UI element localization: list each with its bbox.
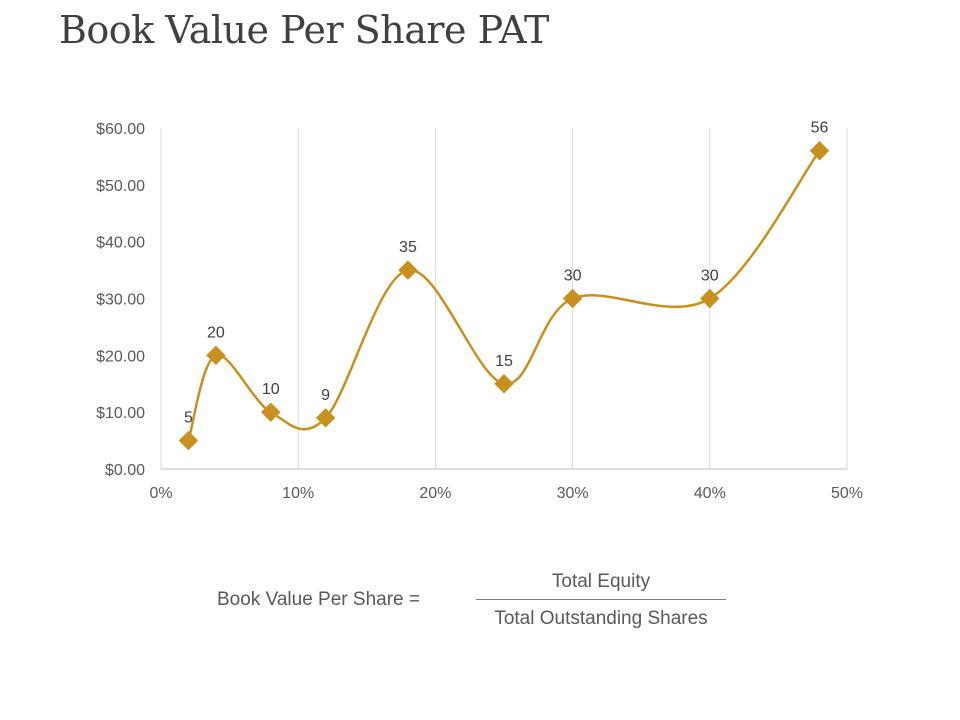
data-label: 5: [184, 410, 193, 427]
x-tick-label: 20%: [419, 485, 451, 502]
data-label: 35: [399, 239, 417, 256]
slide-title: Book Value Per Share PAT: [59, 8, 549, 52]
x-tick-label: 50%: [831, 485, 863, 502]
data-label: 20: [207, 324, 225, 341]
y-tick-label: $0.00: [105, 462, 145, 479]
formula-fraction-bar: [476, 599, 726, 600]
data-label: 9: [321, 387, 330, 404]
y-tick-label: $40.00: [96, 235, 145, 252]
data-label: 10: [262, 381, 280, 398]
data-label: 30: [564, 268, 582, 285]
x-tick-label: 0%: [149, 485, 172, 502]
data-point-marker: [562, 288, 583, 309]
data-point-marker: [206, 345, 226, 366]
data-point-marker: [315, 408, 336, 428]
x-tick-label: 40%: [694, 485, 726, 502]
data-point-marker: [261, 402, 281, 422]
data-label: 15: [495, 353, 513, 370]
data-label: 56: [811, 120, 829, 137]
data-point-marker: [494, 374, 514, 394]
x-tick-label: 10%: [282, 485, 314, 502]
series-line: [187, 149, 821, 441]
y-tick-label: $50.00: [96, 178, 145, 195]
data-point-marker: [398, 260, 418, 280]
data-point-marker: [178, 430, 199, 451]
formula-denominator: Total Outstanding Shares: [494, 608, 708, 629]
x-tick-label: 30%: [557, 485, 589, 502]
data-label: 30: [701, 268, 719, 285]
y-tick-label: $10.00: [96, 405, 145, 422]
y-tick-label: $20.00: [96, 348, 145, 365]
data-point-marker: [700, 288, 720, 309]
formula-left-side: Book Value Per Share =: [217, 589, 420, 610]
formula-numerator: Total Equity: [551, 571, 651, 592]
data-point-marker: [809, 141, 830, 161]
y-tick-label: $30.00: [96, 292, 145, 309]
y-tick-label: $60.00: [96, 121, 145, 138]
